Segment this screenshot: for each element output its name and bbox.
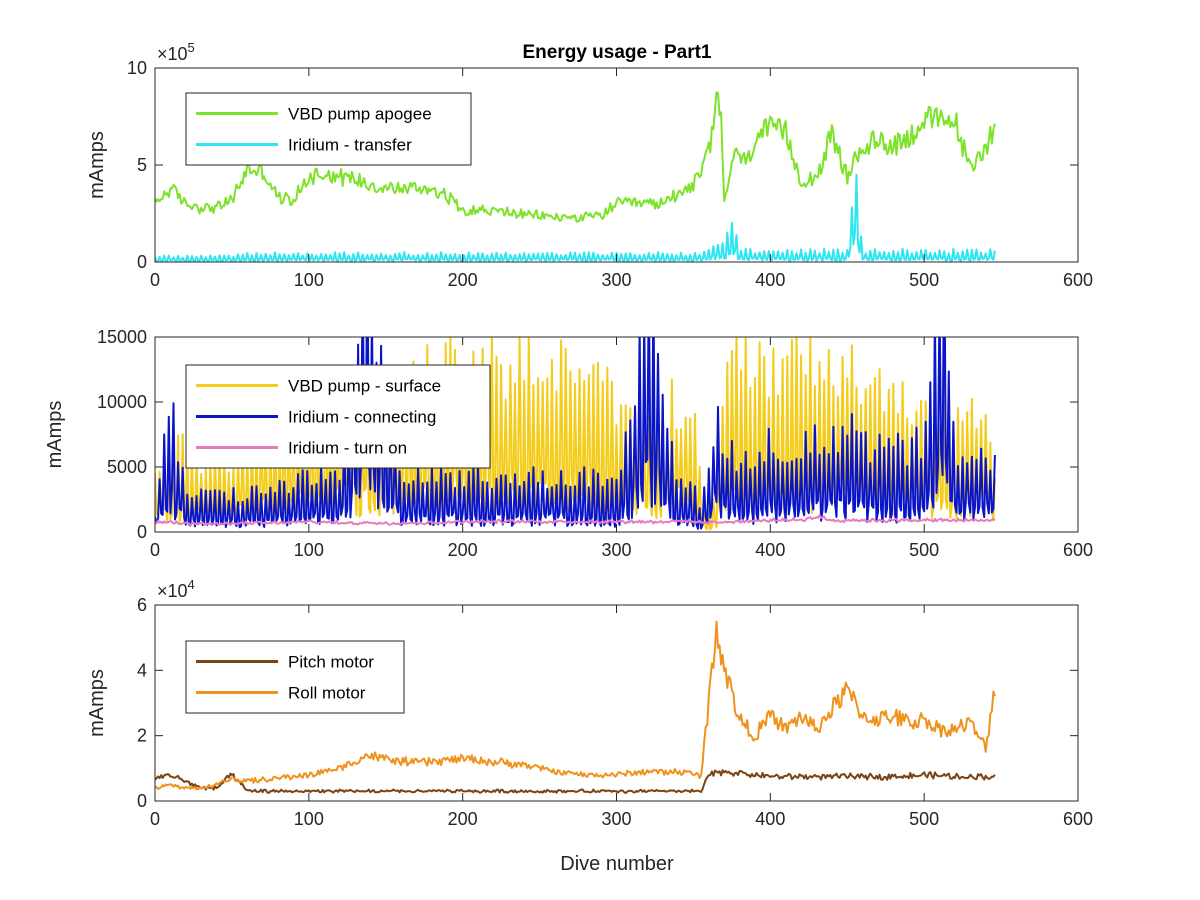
legend: Pitch motor Roll motor <box>185 640 405 714</box>
subplot-3: 0 100 200 300 400 500 600 0 2 4 6 ×104 mAmps Pitch mo… <box>86 577 1093 829</box>
x-tick-label: 0 <box>150 540 160 560</box>
x-tick-label: 100 <box>294 270 324 290</box>
series-line-1 <box>155 769 996 794</box>
y-tick-label: 2 <box>137 726 147 746</box>
y-tick-label: 5 <box>137 155 147 175</box>
x-tick-label: 500 <box>909 540 939 560</box>
x-tick-label: 400 <box>755 809 785 829</box>
legend-label: Iridium - turn on <box>288 439 407 458</box>
y-exponent-label: ×104 <box>157 577 195 601</box>
y-exponent-label: ×105 <box>157 40 195 64</box>
x-tick-label: 500 <box>909 809 939 829</box>
y-tick-label: 0 <box>137 791 147 811</box>
x-tick-label: 600 <box>1063 270 1093 290</box>
series-line-2 <box>155 620 996 791</box>
subplot-1: 0 100 200 300 400 500 600 0 5 10 ×105 mAmps VBD pump… <box>86 40 1093 290</box>
legend-label: Roll motor <box>288 684 366 703</box>
y-tick-label: 6 <box>137 595 147 615</box>
x-tick-label: 0 <box>150 809 160 829</box>
legend-label: Pitch motor <box>288 653 374 672</box>
legend-box <box>185 92 472 166</box>
series-line-2 <box>155 337 996 530</box>
legend-label: Iridium - connecting <box>288 408 436 427</box>
y-tick-label: 0 <box>137 252 147 272</box>
legend: VBD pump - surface Iridium - connecting Ir… <box>185 364 491 469</box>
x-tick-label: 200 <box>448 540 478 560</box>
legend-box <box>185 640 405 714</box>
x-tick-label: 600 <box>1063 540 1093 560</box>
figure-title: Energy usage - Part1 <box>522 42 711 63</box>
x-tick-label: 500 <box>909 270 939 290</box>
legend-label: VBD pump - surface <box>288 377 441 396</box>
x-tick-label: 300 <box>601 270 631 290</box>
x-tick-label: 400 <box>755 270 785 290</box>
x-tick-label: 300 <box>601 809 631 829</box>
y-tick-label: 4 <box>137 660 147 680</box>
y-tick-label: 10 <box>127 58 147 78</box>
y-axis-label: mAmps <box>86 131 108 199</box>
x-tick-label: 300 <box>601 540 631 560</box>
y-tick-label: 5000 <box>107 457 147 477</box>
x-tick-label: 100 <box>294 540 324 560</box>
y-axis-label: mAmps <box>86 669 108 737</box>
series-line-3 <box>155 514 996 526</box>
x-tick-label: 600 <box>1063 809 1093 829</box>
y-tick-label: 15000 <box>97 327 147 347</box>
y-tick-label: 10000 <box>97 392 147 412</box>
legend-label: Iridium - transfer <box>288 136 412 155</box>
x-tick-label: 200 <box>448 809 478 829</box>
x-tick-label: 400 <box>755 540 785 560</box>
x-tick-label: 200 <box>448 270 478 290</box>
series-line-2 <box>155 173 996 262</box>
series-group <box>155 337 996 531</box>
x-tick-label: 100 <box>294 809 324 829</box>
legend: VBD pump apogee Iridium - transfer <box>185 92 472 166</box>
series-line-1 <box>155 91 996 223</box>
y-tick-label: 0 <box>137 522 147 542</box>
subplot-2: 0 100 200 300 400 500 600 0 5000 10000 15000 mAmps V… <box>44 327 1093 560</box>
legend-label: VBD pump apogee <box>288 105 432 124</box>
series-group <box>155 91 996 262</box>
series-group <box>155 620 996 794</box>
y-axis-label: mAmps <box>44 401 66 469</box>
x-axis-label: Dive number <box>560 853 674 875</box>
x-tick-label: 0 <box>150 270 160 290</box>
